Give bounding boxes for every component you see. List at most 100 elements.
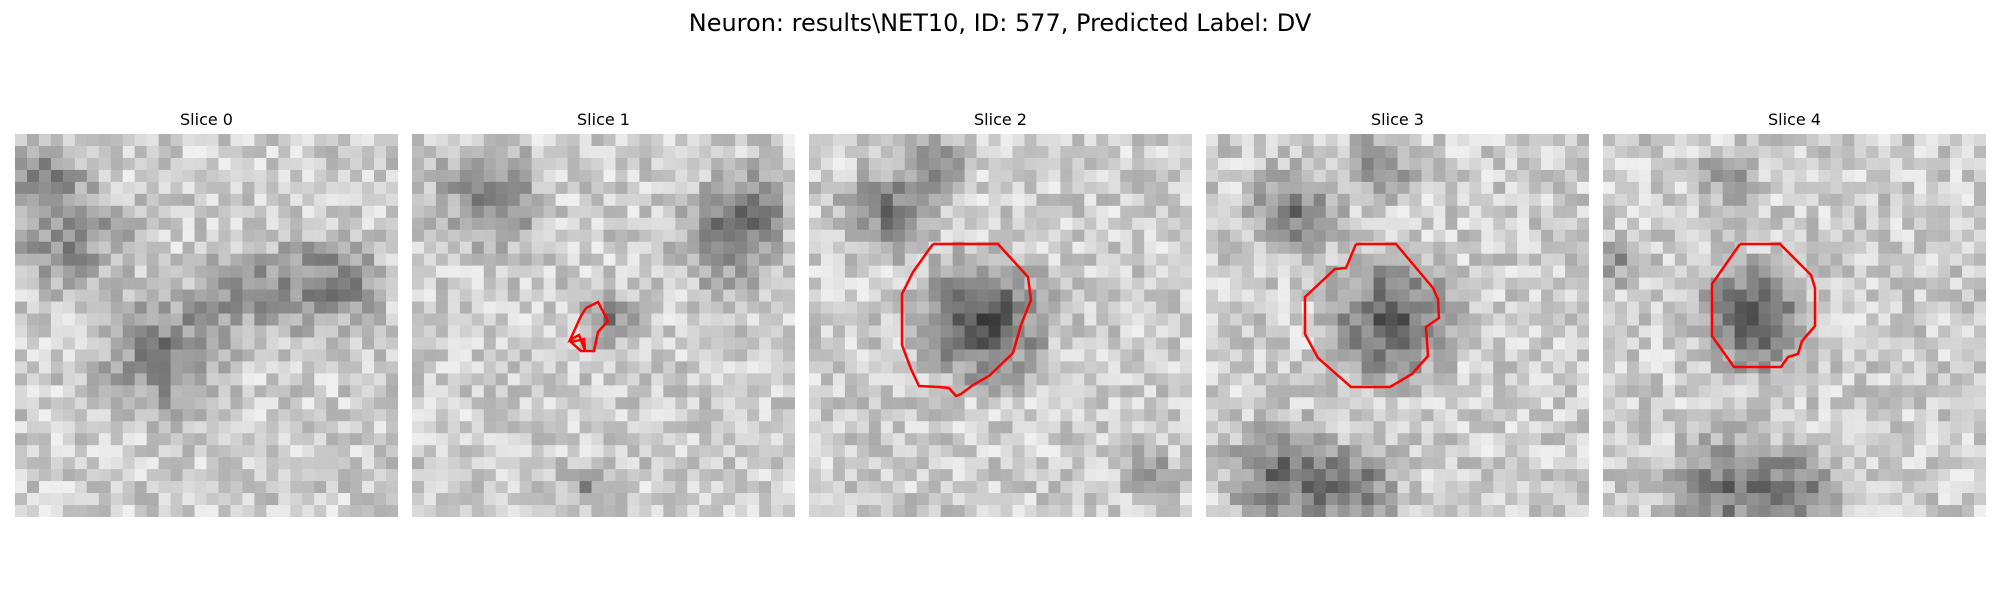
image-pixel xyxy=(1036,361,1049,374)
image-pixel xyxy=(940,134,954,147)
image-pixel xyxy=(374,469,387,482)
image-pixel xyxy=(1806,193,1819,207)
image-pixel xyxy=(170,349,184,362)
image-pixel xyxy=(1229,157,1243,171)
image-pixel xyxy=(1866,205,1879,219)
image-pixel xyxy=(1854,373,1867,386)
image-pixel xyxy=(314,193,327,207)
image-pixel xyxy=(832,205,846,219)
image-pixel xyxy=(1698,313,1712,326)
image-pixel xyxy=(1168,445,1181,458)
image-pixel xyxy=(1241,409,1255,422)
image-pixel xyxy=(302,253,315,267)
image-pixel xyxy=(110,421,124,434)
image-pixel xyxy=(809,361,822,374)
image-pixel xyxy=(1638,205,1652,219)
image-pixel xyxy=(1229,421,1243,434)
image-pixel xyxy=(1710,169,1724,183)
image-pixel xyxy=(1974,433,1986,446)
image-pixel xyxy=(1180,193,1192,207)
image-pixel xyxy=(1878,169,1891,183)
image-pixel xyxy=(1638,181,1652,195)
image-pixel xyxy=(543,361,557,374)
image-pixel xyxy=(615,421,628,434)
image-pixel xyxy=(435,481,449,494)
image-pixel xyxy=(1084,421,1097,434)
image-pixel xyxy=(507,433,521,446)
image-pixel xyxy=(627,253,640,267)
image-pixel xyxy=(194,181,207,195)
image-pixel xyxy=(1349,134,1363,147)
image-pixel xyxy=(1048,169,1061,183)
image-pixel xyxy=(1541,134,1554,147)
image-pixel xyxy=(158,193,172,207)
image-pixel xyxy=(1902,325,1915,338)
image-pixel xyxy=(832,349,846,362)
image-pixel xyxy=(1277,481,1291,494)
image-pixel xyxy=(423,145,437,159)
image-pixel xyxy=(1012,253,1025,267)
image-pixel xyxy=(1445,134,1458,147)
image-pixel xyxy=(555,433,569,446)
image-pixel xyxy=(122,229,136,243)
image-pixel xyxy=(62,469,76,482)
image-pixel xyxy=(1036,373,1049,386)
image-pixel xyxy=(1132,181,1145,195)
image-pixel xyxy=(1758,373,1772,386)
image-pixel xyxy=(904,217,918,231)
image-pixel xyxy=(1445,361,1458,374)
image-pixel xyxy=(832,145,846,159)
image-pixel xyxy=(639,469,652,482)
image-pixel xyxy=(158,313,172,326)
image-pixel xyxy=(892,349,906,362)
image-pixel xyxy=(194,445,207,458)
image-pixel xyxy=(170,457,184,470)
image-pixel xyxy=(1854,205,1867,219)
image-pixel xyxy=(1337,217,1351,231)
image-pixel xyxy=(1577,325,1589,338)
image-pixel xyxy=(735,313,748,326)
image-pixel xyxy=(194,157,207,171)
image-pixel xyxy=(278,145,291,159)
image-pixel xyxy=(832,217,846,231)
image-pixel xyxy=(1782,145,1795,159)
image-pixel xyxy=(1818,169,1831,183)
image-pixel xyxy=(1373,433,1387,446)
image-pixel xyxy=(423,253,437,267)
image-pixel xyxy=(1710,313,1724,326)
image-pixel xyxy=(1361,481,1375,494)
image-pixel xyxy=(1866,445,1879,458)
image-pixel xyxy=(892,493,906,506)
image-pixel xyxy=(1168,241,1181,255)
image-pixel xyxy=(916,241,930,255)
image-pixel xyxy=(326,337,339,350)
image-pixel xyxy=(1096,217,1109,231)
image-pixel xyxy=(1830,145,1843,159)
image-pixel xyxy=(1698,205,1712,219)
image-pixel xyxy=(15,409,28,422)
image-pixel xyxy=(1060,385,1073,398)
image-pixel xyxy=(1686,313,1700,326)
image-pixel xyxy=(1445,241,1458,255)
image-pixel xyxy=(1144,385,1157,398)
image-pixel xyxy=(1553,505,1566,517)
image-pixel xyxy=(278,385,291,398)
image-pixel xyxy=(194,397,207,410)
image-pixel xyxy=(1553,421,1566,434)
image-pixel xyxy=(314,397,327,410)
image-pixel xyxy=(374,217,387,231)
image-pixel xyxy=(74,409,88,422)
image-pixel xyxy=(290,325,303,338)
image-pixel xyxy=(26,493,40,506)
image-pixel xyxy=(230,301,243,315)
image-pixel xyxy=(809,337,822,350)
image-pixel xyxy=(15,289,28,303)
image-pixel xyxy=(182,409,196,422)
image-pixel xyxy=(1048,277,1061,291)
image-pixel xyxy=(362,397,375,410)
image-pixel xyxy=(1108,157,1121,171)
image-pixel xyxy=(1301,481,1315,494)
image-pixel xyxy=(519,169,533,183)
image-pixel xyxy=(1854,337,1867,350)
image-pixel xyxy=(711,349,724,362)
